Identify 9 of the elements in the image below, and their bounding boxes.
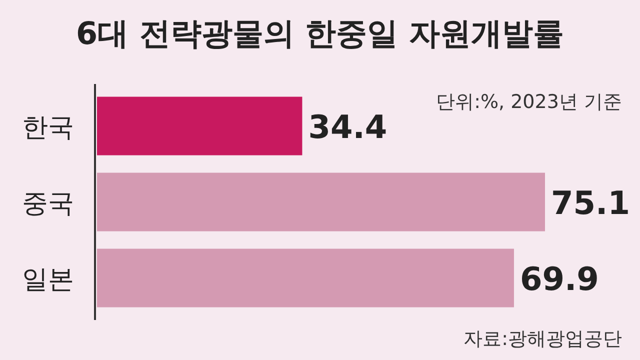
chart-title: 6대 전략광물의 한중일 자원개발률 [76, 16, 564, 52]
y-tick-label: 일본 [22, 265, 74, 295]
y-tick-label: 중국 [22, 189, 74, 219]
chart-subtitle: 단위:%, 2023년 기준 [436, 91, 622, 113]
text: 자료:광해광업공단 [464, 328, 622, 350]
y-tick-label: 한국 [22, 113, 74, 143]
data-label: 34.4 [308, 108, 388, 146]
data-label: 69.9 [520, 260, 599, 298]
data-label: 75.1 [551, 184, 630, 222]
